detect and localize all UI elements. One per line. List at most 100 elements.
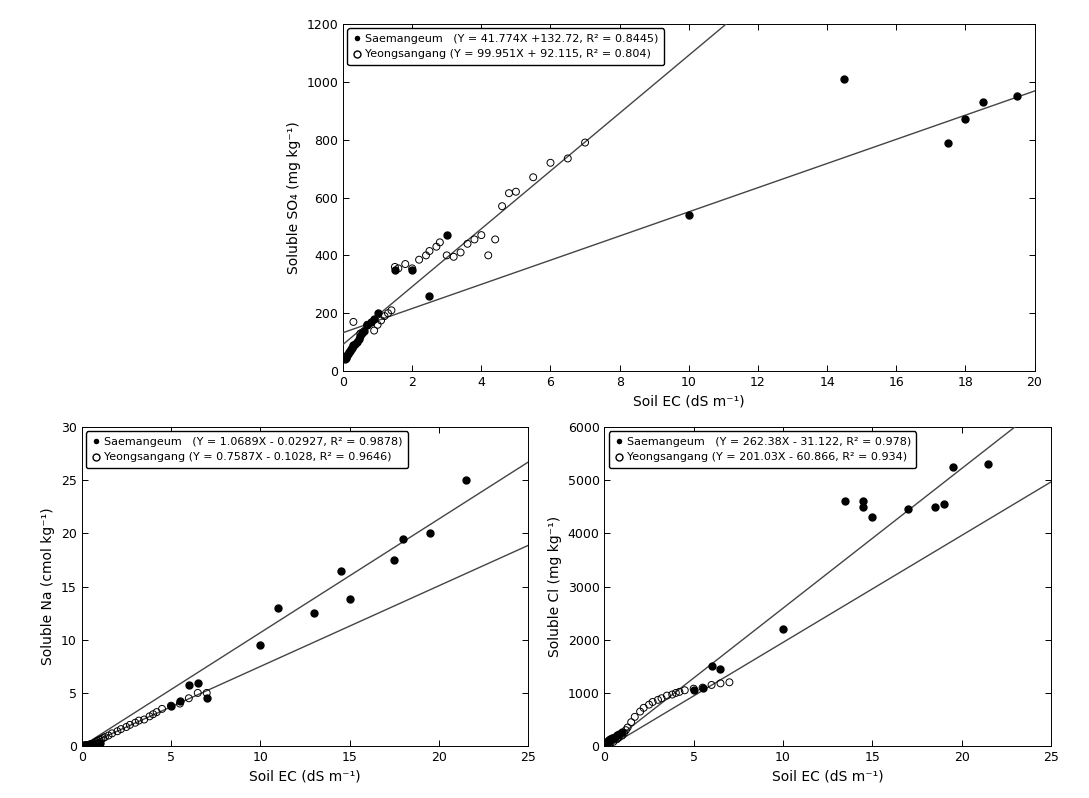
Point [353,327,370,340]
Point [76,739,94,752]
Point [615,726,633,739]
Point [140,710,158,723]
Point [500,187,517,200]
Point [338,352,355,365]
Point [352,330,369,343]
Point [180,692,197,705]
Point [974,96,991,109]
Point [420,290,438,302]
Point [358,318,376,331]
Point [148,705,166,718]
Point [343,342,360,354]
Point [341,345,358,358]
Point [74,740,91,753]
Point [421,527,439,539]
Point [345,338,363,351]
Point [721,676,738,689]
Point [668,686,685,699]
Point [604,731,622,744]
Point [601,733,619,745]
Point [345,315,363,328]
Point [635,701,652,714]
Point [458,238,476,251]
Point [77,739,95,752]
Point [341,593,358,606]
Point [130,714,147,727]
Point [431,236,449,249]
Point [121,718,138,731]
Point [712,677,730,689]
Y-axis label: Soluble Cl (mg kg⁻¹): Soluble Cl (mg kg⁻¹) [548,516,562,657]
Point [608,733,625,745]
Point [610,728,627,741]
Point [352,327,369,340]
Point [81,738,98,751]
Point [81,738,98,751]
Point [387,263,404,276]
Point [372,314,390,327]
Point [493,200,511,212]
Point [598,737,615,749]
Point [79,738,97,751]
Point [154,702,171,715]
Point [198,692,216,705]
X-axis label: Soil EC (dS m⁻¹): Soil EC (dS m⁻¹) [633,394,745,409]
Point [598,736,615,749]
Point [350,333,367,346]
X-axis label: Soil EC (dS m⁻¹): Soil EC (dS m⁻¹) [772,769,883,784]
Point [77,739,95,752]
Point [411,253,428,266]
Point [403,263,420,276]
Point [162,699,180,712]
Point [103,727,121,740]
Point [369,307,387,320]
Point [269,602,286,614]
Point [676,684,694,697]
Point [332,564,350,577]
Point [83,738,100,751]
Point [198,686,216,699]
Point [78,738,96,751]
Point [403,262,420,275]
Point [346,338,364,350]
Point [601,733,619,746]
Point [90,737,108,749]
Point [109,725,126,737]
Point [671,685,688,698]
Point [394,532,412,545]
Point [607,730,624,743]
Point [597,737,614,750]
Point [452,246,469,259]
Point [118,721,135,733]
Point [89,737,107,750]
Point [956,113,974,126]
Point [980,458,998,471]
Point [338,350,355,363]
Y-axis label: Soluble SO₄ (mg kg⁻¹): Soluble SO₄ (mg kg⁻¹) [286,121,301,274]
Point [599,736,616,749]
Point [87,737,105,750]
Point [457,474,475,487]
Point [376,310,393,322]
Point [935,498,953,511]
Point [835,73,853,85]
Point [900,503,917,516]
Point [90,733,108,746]
Point [396,258,414,271]
Point [836,495,854,508]
Point [82,738,99,751]
Point [598,737,615,750]
Point [466,233,484,246]
Point [78,739,96,752]
Point [76,739,94,752]
Point [694,681,711,694]
Point [126,717,144,729]
Point [96,731,113,744]
Point [366,313,383,326]
Point [644,696,661,709]
Point [171,697,188,710]
Point [541,156,560,169]
Point [445,251,463,263]
Point [685,684,702,697]
Point [608,729,625,742]
